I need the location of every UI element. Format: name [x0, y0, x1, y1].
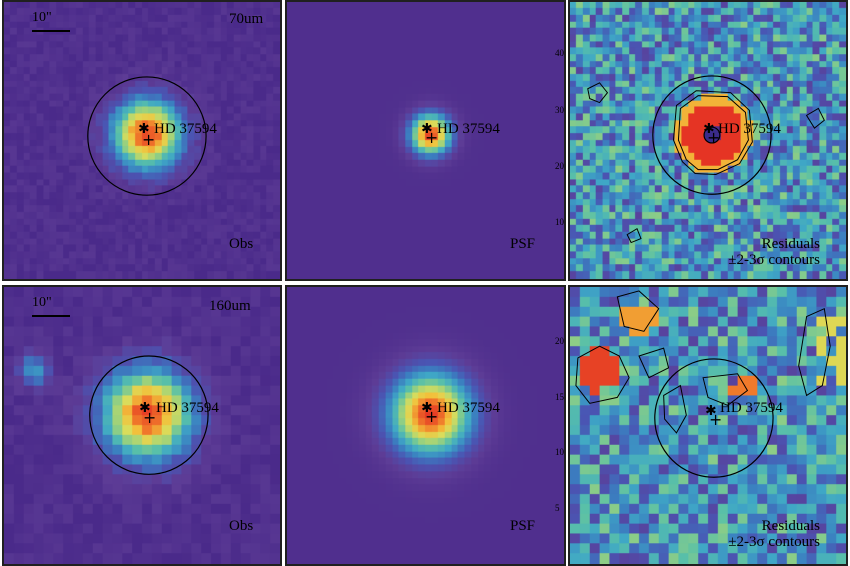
- overlay-residuals-70um: ✱ +: [587, 75, 825, 244]
- axis-tick-label: 20: [555, 161, 564, 171]
- corner-label: PSF: [510, 236, 536, 252]
- centroid-marker: +: [707, 128, 720, 147]
- centroid-marker: +: [143, 408, 156, 427]
- overlay-psf-70um: ✱ +: [421, 121, 438, 147]
- axis-tick-label: 40: [555, 48, 564, 58]
- scale-bar: [32, 315, 70, 317]
- star-label: HD 37594: [437, 400, 500, 416]
- panel-residuals-70um: ✱ + HD 37594 Residuals ±2-3σ contours: [568, 0, 848, 281]
- panel-residuals-160um: ✱ + HD 37594 Residuals ±2-3σ contours: [568, 285, 848, 566]
- star-label: HD 37594: [720, 400, 783, 416]
- star-label: HD 37594: [718, 121, 781, 137]
- panel-psf-70um: ✱ + HD 37594 PSF 40 30 20 10: [285, 0, 566, 281]
- aperture-circle: [652, 75, 772, 195]
- overlay-residuals-160um: ✱ +: [575, 290, 831, 478]
- axis-tick-label: 15: [555, 392, 564, 402]
- star-marker: ✱: [421, 121, 433, 137]
- band-label: 160um: [209, 298, 251, 314]
- residuals-label: Residuals ±2-3σ contours: [728, 518, 820, 550]
- star-label: HD 37594: [156, 400, 219, 416]
- residuals-title: Residuals: [761, 236, 820, 252]
- residuals-contours: ±2-3σ contours: [728, 252, 820, 268]
- star-marker: ✱: [421, 400, 433, 416]
- residual-contour: [703, 126, 721, 144]
- residual-contour: [575, 345, 630, 404]
- band-label: 70um: [229, 11, 264, 27]
- star-marker: ✱: [703, 121, 715, 137]
- residual-contour: [702, 373, 749, 406]
- panel-obs-70um: ✱ + 10" 70um HD 37594 Obs: [2, 0, 282, 281]
- axis-tick-label: 10: [555, 217, 564, 227]
- panel-psf-160um: ✱ + HD 37594 PSF 20 15 10 5: [285, 285, 566, 566]
- residuals-label: Residuals ±2-3σ contours: [728, 236, 820, 268]
- residuals-contours: ±2-3σ contours: [728, 534, 820, 550]
- centroid-marker: +: [709, 410, 722, 429]
- corner-label: PSF: [510, 518, 536, 534]
- star-marker: ✱: [705, 403, 717, 419]
- residual-contour: [587, 82, 609, 104]
- corner-label: Obs: [229, 236, 254, 252]
- residual-contour: [616, 290, 660, 332]
- image-psf-160um: [287, 287, 564, 564]
- residual-contour: [798, 307, 831, 397]
- corner-label: Obs: [229, 518, 254, 534]
- scale-label: 10": [32, 295, 52, 310]
- star-marker: ✱: [139, 400, 151, 416]
- axis-tick-label: 30: [555, 105, 564, 115]
- centroid-marker: +: [142, 130, 155, 149]
- residuals-title: Residuals: [761, 518, 820, 534]
- scale-bar: [32, 30, 70, 32]
- overlay-obs-70um: ✱ +: [87, 76, 207, 196]
- star-marker: ✱: [138, 121, 150, 137]
- panel-obs-160um: ✱ + 10" 160um HD 37594 Obs: [2, 285, 282, 566]
- image-residuals-160um: [570, 287, 846, 564]
- overlay-psf-160um: ✱ +: [421, 400, 438, 426]
- residual-contour: [677, 95, 749, 171]
- image-psf-70um: [287, 2, 564, 279]
- image-obs-160um: [4, 287, 280, 564]
- axis-tick-label: 10: [555, 447, 564, 457]
- axis-tick-label: 5: [555, 503, 560, 513]
- axis-tick-label: 20: [555, 336, 564, 346]
- centroid-marker: +: [425, 407, 438, 426]
- image-obs-70um: [4, 2, 280, 279]
- residual-contour: [638, 347, 670, 379]
- residual-contour: [663, 384, 687, 434]
- aperture-circle: [87, 76, 207, 196]
- aperture-circle: [89, 355, 209, 475]
- residual-contour: [626, 228, 642, 244]
- centroid-marker: +: [425, 128, 438, 147]
- aperture-circle: [654, 358, 774, 478]
- star-label: HD 37594: [437, 121, 500, 137]
- scale-label: 10": [32, 10, 52, 25]
- residual-contour: [805, 107, 825, 129]
- overlay-obs-160um: ✱ +: [89, 355, 209, 475]
- residual-contour: [672, 90, 753, 176]
- star-label: HD 37594: [154, 121, 217, 137]
